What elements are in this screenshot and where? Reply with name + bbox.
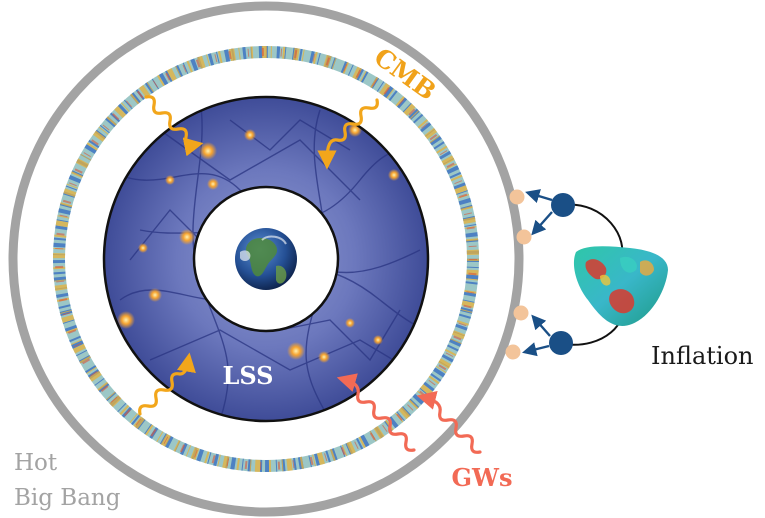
hot-label: Hot xyxy=(14,450,58,476)
gw-arrow xyxy=(336,373,416,452)
cmb-photon-arrows xyxy=(138,95,379,416)
earth-icon xyxy=(235,228,297,290)
gws-label: GWs xyxy=(452,463,513,492)
inflation-diagram xyxy=(505,189,668,360)
inflation-arrow xyxy=(531,314,551,337)
cmb-photon-arrow xyxy=(144,95,204,157)
lss-label: LSS xyxy=(222,361,273,390)
inflation-arrow xyxy=(531,211,553,236)
big-bang-label: Big Bang xyxy=(14,485,121,511)
cmb-photon-arrow xyxy=(317,98,379,170)
inflation-arrow xyxy=(522,342,550,357)
cmb-photon-arrow xyxy=(138,352,196,416)
gw-arrows xyxy=(336,373,482,454)
hot-big-bang-ring xyxy=(8,1,524,517)
inflation-dot xyxy=(509,189,525,205)
inflation-arrow xyxy=(525,189,553,203)
inflation-field-icon xyxy=(573,246,668,326)
gw-arrow xyxy=(416,391,482,454)
inflation-label: Inflation xyxy=(651,342,753,370)
inflation-dot xyxy=(505,344,521,360)
inflation-dot xyxy=(516,229,532,245)
inflation-particle-top xyxy=(551,193,575,217)
inflation-dot xyxy=(513,305,529,321)
cmb-ring xyxy=(53,46,479,472)
inflation-particle-bottom xyxy=(549,331,573,355)
